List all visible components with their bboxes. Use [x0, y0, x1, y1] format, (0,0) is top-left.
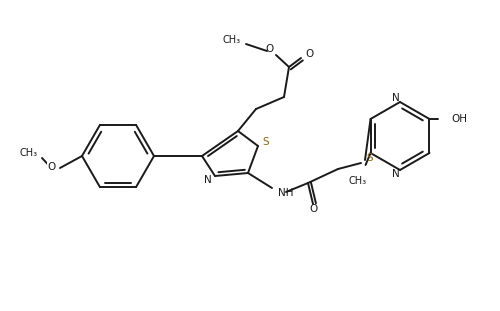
Text: O: O	[310, 204, 318, 214]
Text: N: N	[392, 169, 400, 179]
Text: CH₃: CH₃	[348, 176, 366, 186]
Text: OH: OH	[452, 114, 468, 124]
Text: NH: NH	[278, 188, 293, 198]
Text: S: S	[366, 153, 374, 163]
Text: N: N	[204, 175, 212, 185]
Text: CH₃: CH₃	[20, 148, 38, 158]
Text: CH₃: CH₃	[223, 35, 241, 45]
Text: O: O	[48, 162, 56, 172]
Text: N: N	[392, 93, 400, 103]
Text: O: O	[265, 44, 273, 54]
Text: O: O	[306, 49, 314, 59]
Text: S: S	[262, 137, 270, 147]
